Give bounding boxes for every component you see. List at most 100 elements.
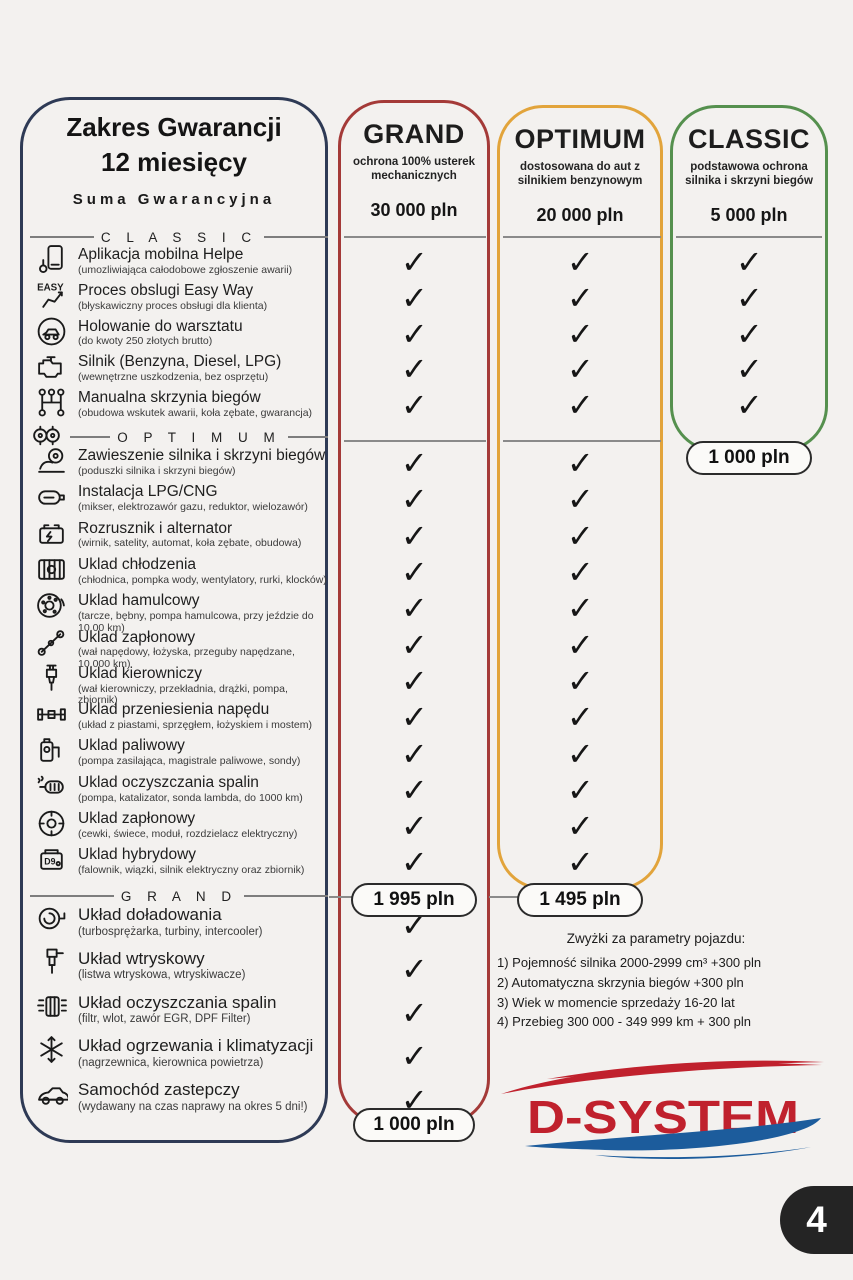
price-pill-optimum: 1 495 pln <box>517 883 643 917</box>
feature-subtitle: (falownik, wiązki, silnik elektryczny or… <box>78 864 305 877</box>
feature-row: Uklad hamulcowy (tarcze, bębny, pompa ham… <box>32 589 328 634</box>
feature-title: Uklad chłodzenia <box>78 555 197 573</box>
feature-subtitle: (mikser, elektrozawór gazu, reduktor, wi… <box>78 501 308 514</box>
check-mark-grand: ✓ <box>401 480 428 519</box>
divider-line <box>344 236 486 238</box>
feature-subtitle: (tarcze, bębny, pompa hamulcowa, przy je… <box>78 610 314 634</box>
turbo-icon <box>32 902 70 935</box>
feature-row: Rozrusznik i alternator (wirnik, satelity… <box>32 520 328 556</box>
feature-row: Aplikacja mobilna Helpe (umozliwiająca ca… <box>32 245 328 282</box>
feature-subtitle: (chłodnica, pompka wody, wentylatory, ru… <box>78 573 327 586</box>
check-mark-grand: ✓ <box>401 314 428 353</box>
feature-row: Samochód zastepczy (wydawany na czas napr… <box>32 1080 328 1124</box>
divider-line <box>264 236 329 238</box>
check-mark-grand: ✓ <box>401 625 428 664</box>
divider-line <box>489 896 519 898</box>
feature-row: Silnik (Benzyna, Diesel, LPG) (wewnętrzne… <box>32 353 328 389</box>
feature-text: Uklad przeniesienia napędu (układ z piast… <box>78 701 312 732</box>
feature-title: Aplikacja mobilna Helpe <box>78 246 244 263</box>
feature-title: Uklad zapłonowy <box>78 810 196 827</box>
gear-shifter-icon <box>32 386 70 419</box>
check-mark-classic: ✓ <box>736 350 763 389</box>
check-mark-grand: ✓ <box>401 386 428 425</box>
brake-disc-icon <box>32 589 70 622</box>
notes-title: Zwyżki za parametry pojazdu: <box>566 931 746 946</box>
feature-subtitle: (pompa zasilająca, magistrale paliwowe, … <box>78 755 301 768</box>
feature-subtitle: (wał kierowniczy, przekładnia, drążki, p… <box>78 682 288 707</box>
price-pill-grand: 1 995 pln <box>351 883 477 917</box>
feature-text: Silnik (Benzyna, Diesel, LPG) (wewnętrzne… <box>78 353 281 384</box>
title-line-2: 12 miesięcy <box>100 147 247 178</box>
plan-coverage-sum: 20 000 pln <box>536 205 624 225</box>
tier-divider-grand: G R A N D <box>30 888 328 904</box>
svg-text:D9: D9 <box>44 857 55 867</box>
coverage-sum-label: Suma Gwarancyjna <box>72 191 276 209</box>
feature-text: Samochód zastepczy (wydawany na czas napr… <box>78 1080 307 1113</box>
plan-description: ochrona 100% usterek mechanicznych <box>352 156 476 182</box>
engine-icon <box>32 350 70 383</box>
feature-row: Uklad kierowniczy (wał kierowniczy, przek… <box>32 664 328 706</box>
feature-row: Układ oczyszczania spalin (filtr, wlot, z… <box>32 993 328 1037</box>
dpf-filter-icon <box>32 990 70 1023</box>
feature-title: Proces obslugi Easy Way <box>78 281 254 299</box>
check-mark-optimum: ✓ <box>567 807 594 846</box>
notes-item: 1) Pojemność silnika 2000-2999 cm³ +300 … <box>497 955 762 970</box>
check-mark-grand: ✓ <box>401 661 428 700</box>
feature-title: Instalacja LPG/CNG <box>78 483 218 501</box>
check-mark-grand: ✓ <box>401 770 428 809</box>
check-mark-grand: ✓ <box>401 949 428 988</box>
feature-row: Instalacja LPG/CNG (mikser, elektrozawór … <box>32 483 328 519</box>
feature-text: Uklad hybrydowy (falownik, wiązki, silnik… <box>78 846 304 877</box>
check-mark-optimum: ✓ <box>567 480 594 519</box>
divider-line <box>676 236 822 238</box>
feature-subtitle: (turbosprężarka, turbiny, intercooler) <box>78 925 263 938</box>
car-icon <box>32 1077 70 1110</box>
divider-line <box>344 440 486 442</box>
feature-text: Uklad kierowniczy (wał kierowniczy, przek… <box>78 665 328 707</box>
plan-name: OPTIMUM <box>514 124 646 154</box>
feature-subtitle: (poduszki silnika i skrzyni biegów) <box>78 464 236 477</box>
check-mark-optimum: ✓ <box>567 770 594 809</box>
page-number-badge: 4 <box>780 1186 853 1254</box>
divider-line <box>503 236 661 238</box>
easy-way-icon: EASY <box>32 279 70 312</box>
check-mark-grand: ✓ <box>401 516 428 555</box>
radiator-icon <box>32 553 70 586</box>
plan-column-optimum: OPTIMUM dostosowana do aut z silnikiem b… <box>497 105 663 890</box>
feature-row: D9 Uklad hybrydowy (falownik, wiązki, siln… <box>32 846 328 882</box>
feature-text: Uklad hamulcowy (tarcze, bębny, pompa ham… <box>78 592 328 634</box>
feature-title: Manualna skrzynia biegów <box>78 389 261 407</box>
feature-subtitle: (umozliwiająca całodobowe zgłoszenie awa… <box>78 263 293 276</box>
logo-swoosh-bottom <box>525 1118 821 1151</box>
check-mark-optimum: ✓ <box>567 386 594 425</box>
notes-item: 2) Automatyczna skrzynia biegów +300 pln <box>497 974 744 990</box>
check-mark-classic: ✓ <box>736 386 763 425</box>
check-mark-optimum: ✓ <box>567 698 594 737</box>
check-mark-optimum: ✓ <box>567 625 594 664</box>
d-system-logo-graphic: D-SYSTEM <box>501 1060 824 1159</box>
engine-mount-icon <box>32 444 70 477</box>
divider-line <box>30 236 94 238</box>
feature-title: Samochód zastepczy <box>78 1080 240 1100</box>
warranty-scope-panel <box>20 97 328 1143</box>
feature-text: Układ wtryskowy (listwa wtryskowa, wtrysk… <box>78 949 245 982</box>
vehicle-surcharge-notes: Zwyżki za parametry pojazdu: 1) Pojemnoś… <box>497 931 815 1032</box>
feature-title: Uklad zapłonowy <box>78 628 196 646</box>
price-pill-classic: 1 000 pln <box>686 441 812 475</box>
feature-row: Zawieszenie silnika i skrzyni biegów (pod… <box>32 447 328 483</box>
price-pill-grand-extra: 1 000 pln <box>353 1108 475 1142</box>
plan-column-classic: CLASSIC podstawowa ochrona silnika i skr… <box>670 105 828 452</box>
feature-title: Rozrusznik i alternator <box>78 519 233 537</box>
feature-text: Uklad zapłonowy (cewki, świece, moduł, ro… <box>78 810 297 841</box>
plan-description: podstawowa ochrona silnika i skrzyni bie… <box>685 161 813 187</box>
title-line-1: Zakres Gwarancji <box>66 112 282 142</box>
feature-title: Uklad hamulcowy <box>78 592 200 610</box>
feature-text: Rozrusznik i alternator (wirnik, satelity… <box>78 520 301 551</box>
feature-text: Zawieszenie silnika i skrzyni biegów (pod… <box>78 447 325 478</box>
logo-swoosh-bottom-thin <box>595 1147 811 1159</box>
check-mark-optimum: ✓ <box>567 314 594 353</box>
lpg-tank-icon <box>32 480 70 513</box>
tier-divider-label: G R A N D <box>120 888 238 904</box>
logo-swoosh-top-thin <box>547 1060 824 1079</box>
